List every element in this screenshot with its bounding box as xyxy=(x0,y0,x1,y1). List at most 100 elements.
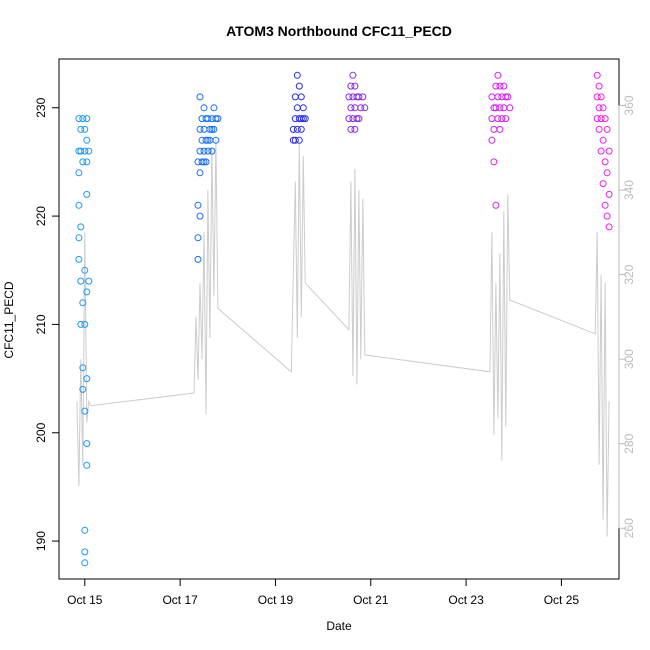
y-tick-label: 190 xyxy=(34,531,48,551)
data-point xyxy=(351,104,359,112)
data-point xyxy=(83,375,91,383)
data-point xyxy=(83,158,91,166)
y-axis-label: CFC11_PECD xyxy=(2,281,16,358)
data-point xyxy=(81,125,89,133)
data-point xyxy=(599,104,607,112)
data-point xyxy=(293,71,301,79)
data-point xyxy=(347,104,355,112)
data-point xyxy=(79,158,87,166)
data-point xyxy=(502,115,510,123)
data-point xyxy=(75,169,83,177)
y-axis: 190 200 210 220 230 xyxy=(34,97,60,551)
y-right-tick-label: 320 xyxy=(622,264,636,284)
data-point xyxy=(81,526,89,534)
data-point xyxy=(506,104,514,112)
data-point xyxy=(490,125,498,133)
data-point xyxy=(204,136,212,144)
data-point xyxy=(83,190,91,198)
series-layer xyxy=(75,71,613,567)
data-point xyxy=(492,201,500,209)
data-point xyxy=(77,125,85,133)
data-point xyxy=(605,190,613,198)
x-tick-label: Oct 23 xyxy=(448,593,484,607)
data-point xyxy=(295,82,303,90)
data-point xyxy=(204,115,212,123)
data-point xyxy=(194,234,202,242)
y-tick-label: 200 xyxy=(34,422,48,442)
y-right-tick-label: 300 xyxy=(622,349,636,369)
data-point xyxy=(85,147,93,155)
data-point xyxy=(490,158,498,166)
data-point xyxy=(196,93,204,101)
data-point xyxy=(204,147,212,155)
data-point xyxy=(208,125,216,133)
data-point xyxy=(293,125,301,133)
data-point xyxy=(196,169,204,177)
data-point xyxy=(351,82,359,90)
y-tick-label: 220 xyxy=(34,206,48,226)
data-point xyxy=(75,115,83,123)
data-point xyxy=(83,115,91,123)
data-point xyxy=(496,104,504,112)
y-tick-label: 230 xyxy=(34,97,48,117)
data-point xyxy=(196,125,204,133)
data-point xyxy=(603,125,611,133)
data-point xyxy=(359,93,367,101)
data-point xyxy=(601,115,609,123)
x-axis-label: Date xyxy=(326,619,352,633)
data-point xyxy=(83,136,91,144)
data-point xyxy=(79,364,87,372)
x-tick-label: Oct 21 xyxy=(353,593,389,607)
data-point xyxy=(200,125,208,133)
series-line xyxy=(76,139,610,537)
x-tick-label: Oct 17 xyxy=(162,593,198,607)
data-point xyxy=(492,82,500,90)
y-right-tick-label: 260 xyxy=(622,518,636,538)
data-point xyxy=(494,115,502,123)
data-point xyxy=(196,147,204,155)
data-point xyxy=(496,82,504,90)
data-point xyxy=(488,115,496,123)
data-point xyxy=(597,115,605,123)
data-point xyxy=(85,277,93,285)
data-point xyxy=(79,299,87,307)
data-point xyxy=(347,82,355,90)
data-point xyxy=(81,320,89,328)
data-point xyxy=(81,266,89,274)
y-right-tick-label: 340 xyxy=(622,180,636,200)
data-point xyxy=(83,440,91,448)
data-point xyxy=(200,158,208,166)
data-point xyxy=(202,136,210,144)
data-point xyxy=(595,104,603,112)
data-point xyxy=(496,125,504,133)
data-point xyxy=(206,125,214,133)
data-point xyxy=(502,93,510,101)
data-point xyxy=(597,147,605,155)
data-point xyxy=(212,136,220,144)
x-tick-label: Oct 25 xyxy=(544,593,580,607)
data-point xyxy=(79,115,87,123)
y-right-tick-label: 360 xyxy=(622,95,636,115)
data-point xyxy=(595,125,603,133)
data-point xyxy=(75,255,83,263)
series-5 xyxy=(488,71,514,209)
data-point xyxy=(208,147,216,155)
data-point xyxy=(488,136,496,144)
data-point xyxy=(196,212,204,220)
data-point xyxy=(603,169,611,177)
data-point xyxy=(351,125,359,133)
data-point xyxy=(593,115,601,123)
data-point xyxy=(488,93,496,101)
data-point xyxy=(299,115,307,123)
data-point xyxy=(601,158,609,166)
data-point xyxy=(599,136,607,144)
data-point xyxy=(593,93,601,101)
series-6 xyxy=(593,71,613,231)
data-point xyxy=(297,115,305,123)
data-point xyxy=(291,136,299,144)
data-point xyxy=(355,115,363,123)
data-point xyxy=(299,104,307,112)
data-point xyxy=(81,559,89,567)
data-point xyxy=(601,201,609,209)
